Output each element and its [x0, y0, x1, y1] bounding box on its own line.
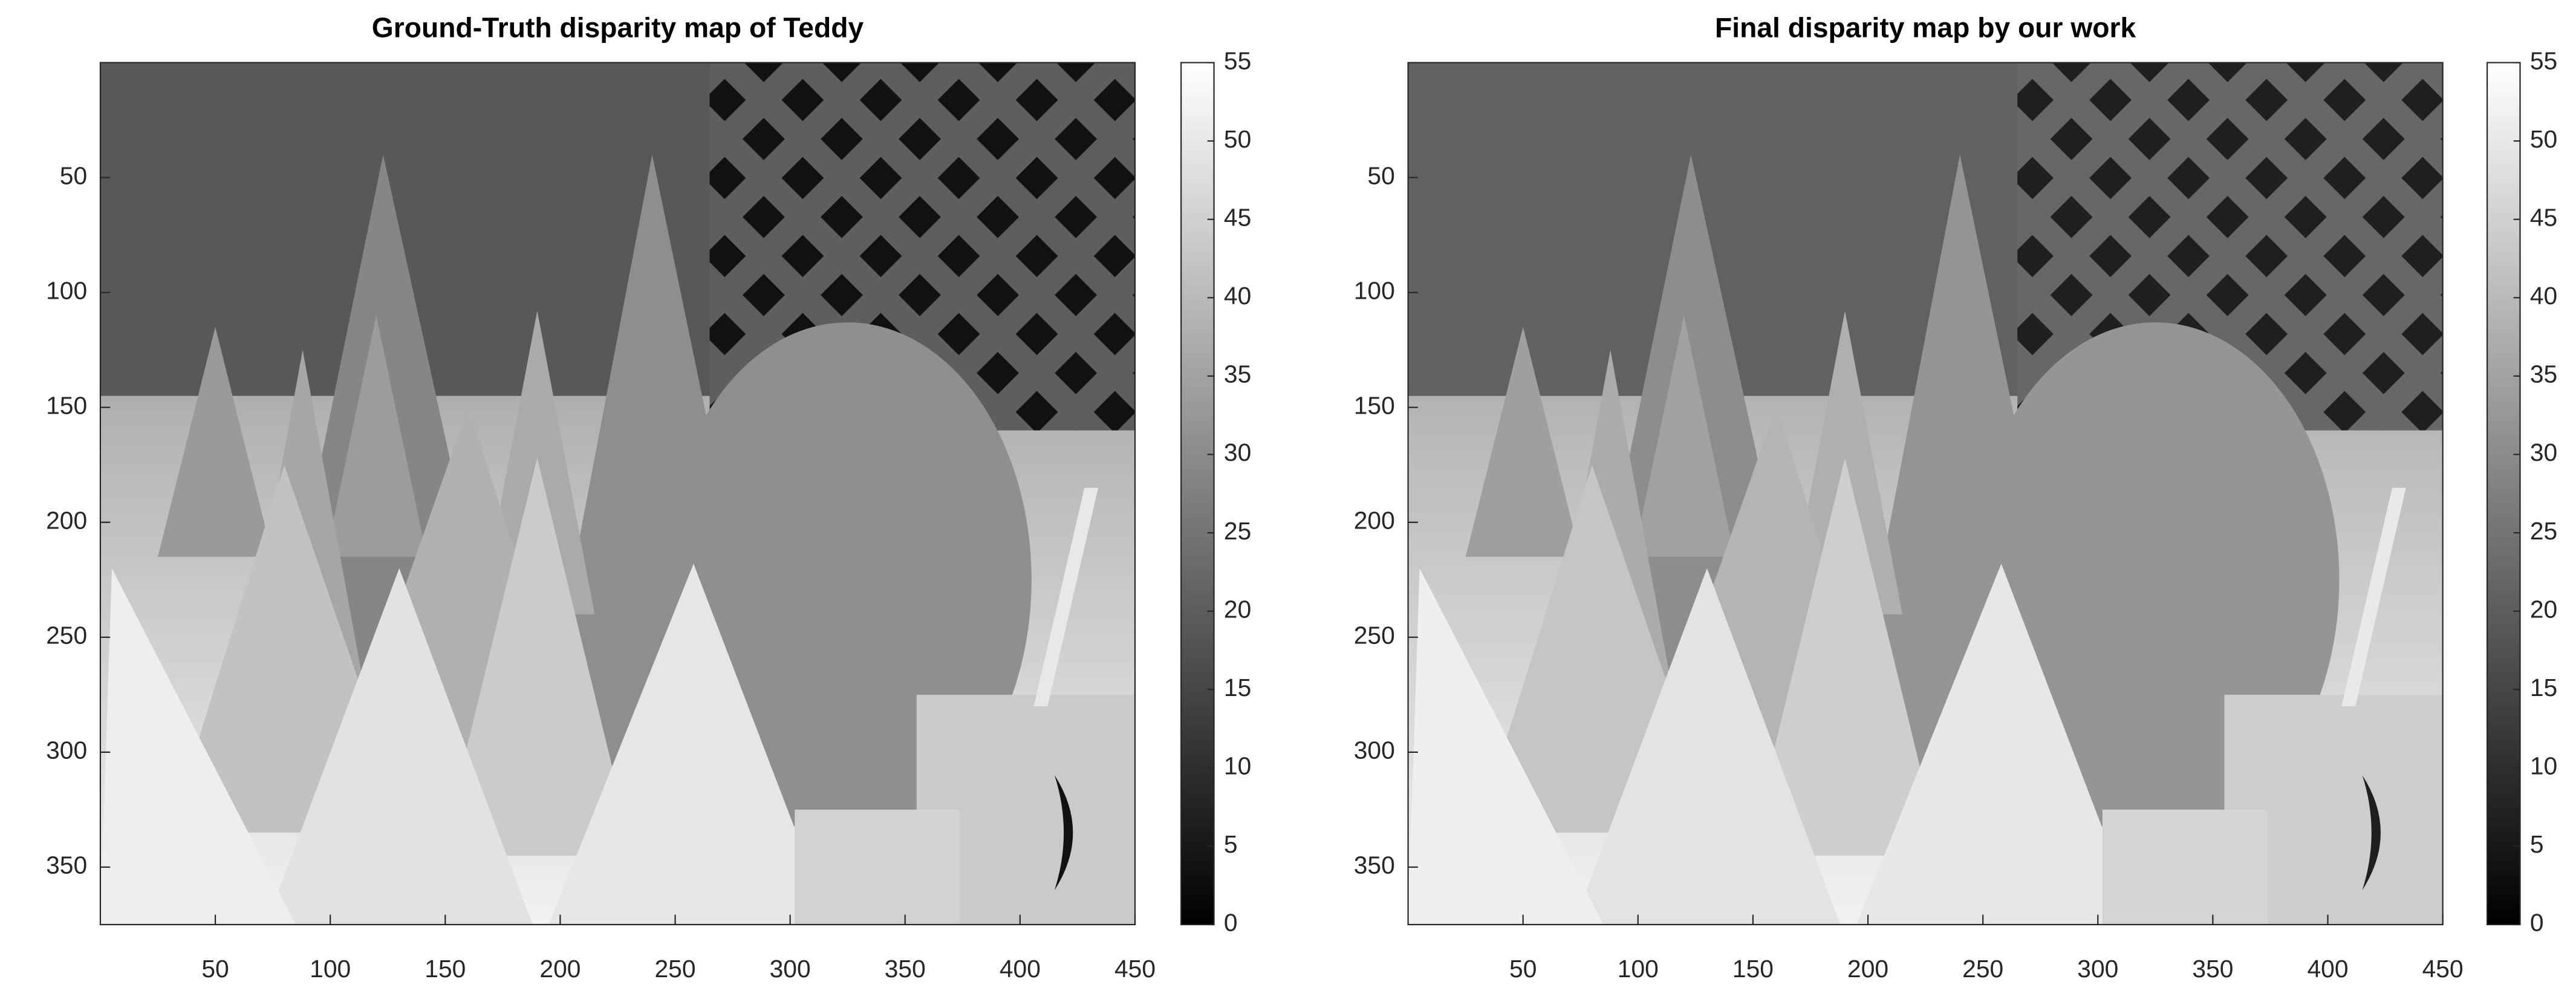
colorbar-tick-label: 30: [1224, 438, 1251, 466]
colorbar-tick-label: 5: [1224, 830, 1238, 858]
axes-box: [99, 62, 1136, 926]
y-tick-label: 350: [46, 851, 87, 879]
colorbar-tick-label: 40: [2530, 282, 2557, 310]
colorbar-tick-label: 10: [2530, 752, 2557, 780]
x-tick-label: 200: [1847, 955, 1888, 983]
colorbar-tick-label: 25: [1224, 517, 1251, 545]
x-tick-label: 200: [539, 955, 581, 983]
colorbar: [2487, 62, 2521, 926]
image-overlay: [1408, 62, 2443, 925]
y-tick-label: 300: [1354, 737, 1395, 764]
x-tick-label: 50: [1509, 955, 1537, 983]
y-tick-label: 100: [46, 276, 87, 304]
axes-box: [1407, 62, 2444, 926]
colorbar-tick-label: 10: [1224, 752, 1251, 780]
x-tick-label: 300: [770, 955, 811, 983]
colorbar-tick-label: 20: [1224, 595, 1251, 623]
colorbar-tick-label: 35: [2530, 360, 2557, 388]
x-tick-label: 300: [2077, 955, 2118, 983]
y-tick-label: 250: [46, 622, 87, 649]
chart-title: Ground-Truth disparity map of Teddy: [372, 11, 864, 43]
colorbar-tick-label: 30: [2530, 438, 2557, 466]
colorbar-tick-label: 45: [2530, 203, 2557, 231]
colorbar-tick-label: 40: [1224, 282, 1251, 310]
x-tick-label: 400: [2307, 955, 2348, 983]
x-tick-label: 250: [1962, 955, 2003, 983]
y-tick-label: 150: [1354, 391, 1395, 419]
colorbar-tick-label: 5: [2530, 830, 2544, 858]
y-tick-label: 50: [1367, 161, 1394, 189]
colorbar-tick-label: 55: [1224, 47, 1251, 74]
x-tick-label: 450: [1114, 955, 1156, 983]
x-tick-label: 150: [424, 955, 466, 983]
y-tick-label: 200: [46, 507, 87, 535]
chart-title: Final disparity map by our work: [1715, 11, 2136, 43]
x-tick-label: 100: [1618, 955, 1659, 983]
colorbar-tick-label: 15: [2530, 674, 2557, 701]
colorbar-tick-label: 50: [1224, 125, 1251, 153]
y-tick-label: 50: [60, 161, 87, 189]
x-tick-label: 250: [654, 955, 695, 983]
x-tick-label: 50: [201, 955, 229, 983]
y-tick-label: 150: [46, 391, 87, 419]
disparity-image: [1408, 62, 2443, 925]
y-tick-label: 350: [1354, 851, 1395, 879]
disparity-image: [100, 63, 1135, 925]
colorbar-tick-label: 50: [2530, 125, 2557, 153]
y-tick-label: 200: [1354, 507, 1395, 535]
y-tick-label: 250: [1354, 622, 1395, 649]
colorbar-tick-label: 25: [2530, 517, 2557, 545]
colorbar-tick-label: 0: [2530, 909, 2544, 937]
colorbar-tick-label: 15: [1224, 674, 1251, 701]
x-tick-label: 350: [885, 955, 926, 983]
image-content: [100, 63, 1135, 925]
y-tick-label: 300: [46, 737, 87, 764]
x-tick-label: 100: [310, 955, 351, 983]
colorbar-tick-label: 55: [2530, 47, 2557, 74]
x-tick-label: 150: [1732, 955, 1774, 983]
y-tick-label: 100: [1354, 276, 1395, 304]
colorbar: [1180, 62, 1215, 926]
x-tick-label: 350: [2192, 955, 2233, 983]
colorbar-tick-label: 20: [2530, 595, 2557, 623]
colorbar-tick-label: 45: [1224, 203, 1251, 231]
colorbar-tick-label: 35: [1224, 360, 1251, 388]
x-tick-label: 450: [2422, 955, 2464, 983]
colorbar-tick-label: 0: [1224, 909, 1238, 937]
x-tick-label: 400: [1000, 955, 1041, 983]
